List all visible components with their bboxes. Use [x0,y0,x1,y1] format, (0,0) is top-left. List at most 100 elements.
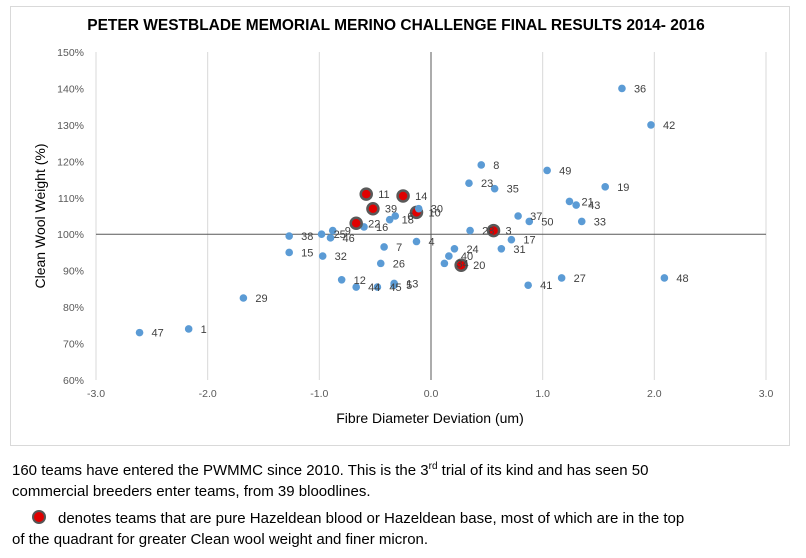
data-point [373,283,382,291]
point-label: 35 [507,184,519,196]
hazeldean-point [349,216,363,231]
data-point [412,237,421,246]
point-label: 11 [378,189,389,201]
y-tick-label: 120% [57,156,84,168]
data-point [466,226,474,235]
scatter-chart: PETER WESTBLADE MEMORIAL MERINO CHALLENG… [32,17,774,426]
point-label: 22 [368,218,380,230]
point-label: 34 [456,258,468,270]
legend-note: denotes teams that are pure Hazeldean bl… [12,508,802,550]
point-label: 26 [393,258,405,270]
x-tick-label: 0.0 [424,388,439,400]
point-label: 17 [523,235,535,247]
data-point [601,183,609,191]
data-point [514,212,522,220]
legend-text: denotes teams that are pure Hazeldean bl… [58,510,685,527]
data-point [477,161,486,169]
point-label: 16 [376,222,388,234]
point-label: 30 [431,204,443,216]
caption-line-4: of the quadrant for greater Clean wool w… [12,531,429,548]
chart-title: PETER WESTBLADE MEMORIAL MERINO CHALLENG… [87,17,705,34]
hazeldean-point [366,201,380,216]
data-points [135,84,669,337]
y-tick-label: 70% [63,339,84,351]
x-tick-label: 2.0 [647,388,662,400]
data-point [507,235,516,244]
point-label: 44 [368,282,380,294]
point-label: 7 [396,242,402,254]
point-label: 10 [428,207,440,219]
data-point [572,201,580,209]
point-label: 14 [415,191,427,203]
y-tick-label: 140% [57,83,84,95]
data-point [490,184,499,193]
hazeldean-point [396,189,410,203]
data-point [391,212,400,220]
x-tick-label: 3.0 [759,388,774,400]
data-point [524,281,532,290]
data-point [557,274,566,282]
point-label: 45 [389,282,401,294]
chart-frame: PETER WESTBLADE MEMORIAL MERINO CHALLENG… [10,6,790,446]
data-point [565,197,574,206]
data-point [618,84,626,93]
point-label: 33 [594,216,606,228]
point-label: 5 [406,280,412,292]
point-label: 6 [407,211,413,223]
point-label: 36 [634,83,646,95]
point-label: 23 [481,178,493,190]
data-point [337,275,346,284]
data-point [465,179,473,187]
point-label: 40 [461,251,473,263]
data-point [525,217,534,226]
data-point [497,245,506,253]
hazeldean-marker-icon [32,510,46,524]
x-tick-label: -1.0 [310,388,328,400]
y-tick-label: 80% [63,302,84,314]
data-point [380,243,388,251]
point-label: 9 [345,226,351,238]
point-label: 29 [255,293,267,305]
point-label: 1 [201,324,207,336]
point-label: 20 [473,260,485,272]
point-label: 4 [428,237,434,249]
y-tick-label: 110% [58,193,84,205]
point-label: 18 [402,215,414,227]
data-point [376,259,385,268]
reference-axes [96,52,766,380]
hazeldean-point [359,187,373,201]
data-point [318,252,327,260]
point-label: 24 [466,244,478,256]
y-tick-label: 60% [63,375,84,387]
point-label: 48 [676,273,688,285]
caption-line-1b: trial of its kind and has seen 50 [437,462,649,479]
point-label: 37 [530,211,542,223]
point-label: 47 [152,328,164,340]
point-label: 8 [493,160,499,172]
point-label: 38 [301,231,313,243]
data-point [317,230,326,239]
data-point [285,248,293,257]
point-label: 3 [506,226,512,238]
point-label: 41 [540,280,552,292]
data-point [239,294,248,302]
data-point [543,166,551,175]
point-label: 42 [663,120,675,132]
x-axis-title: Fibre Diameter Deviation (um) [336,410,524,426]
point-label: 13 [406,278,418,290]
caption-line-2: commercial breeders enter teams, from 39… [12,483,371,500]
data-point [450,245,459,253]
point-label: 27 [574,273,586,285]
point-label: 28 [482,226,494,238]
point-label: 19 [617,182,629,194]
point-label: 21 [581,196,593,208]
x-tick-label: 1.0 [535,388,550,400]
caption-line-1a: 160 teams have entered the PWMMC since 2… [12,462,429,479]
data-point [647,121,655,129]
y-tick-label: 130% [57,120,84,132]
data-point [352,283,360,291]
data-point [440,259,449,268]
point-label: 46 [343,233,355,245]
data-point [414,204,423,213]
